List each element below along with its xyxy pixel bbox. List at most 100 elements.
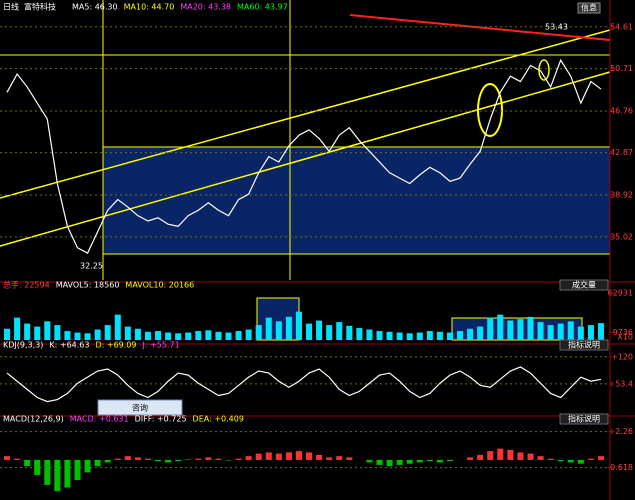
- info-button-label[interactable]: 信息: [581, 3, 597, 13]
- y-tick-label: 35.02: [610, 232, 633, 241]
- bar: [537, 322, 544, 340]
- bar: [44, 459, 51, 485]
- bar: [64, 459, 71, 488]
- bar: [285, 316, 292, 340]
- bar: [155, 331, 162, 340]
- header-label: MACD: +0.631: [70, 415, 129, 424]
- bar: [346, 325, 353, 340]
- bar: [577, 459, 584, 464]
- bar: [195, 458, 202, 460]
- bar: [587, 458, 594, 460]
- float-toolbar[interactable]: [97, 399, 183, 416]
- bar: [517, 319, 524, 340]
- bar: [74, 459, 81, 480]
- header-label: K: +64.63: [49, 341, 89, 350]
- bar: [4, 328, 11, 340]
- bar: [567, 459, 574, 463]
- bar: [426, 459, 433, 462]
- bar: [255, 453, 262, 460]
- bar: [104, 459, 111, 463]
- bar: [597, 456, 604, 460]
- bar: [467, 328, 474, 340]
- header-label: MACD(12,26,9): [3, 415, 64, 424]
- header-label: DIFF: +0.725: [135, 415, 187, 424]
- bar: [144, 458, 151, 460]
- bar: [477, 326, 484, 340]
- stock-name: 富特科技: [24, 2, 56, 12]
- bar: [175, 459, 182, 462]
- bar: [336, 456, 343, 460]
- bar: [14, 317, 21, 340]
- bar: [54, 325, 61, 340]
- header-label: DEA: +0.409: [193, 415, 244, 424]
- bar: [255, 325, 262, 340]
- bar: [467, 457, 474, 460]
- y-tick-label: 9736: [613, 328, 633, 337]
- bar: [225, 332, 232, 340]
- ellipse: [477, 83, 503, 137]
- y-tick-label: -0.618: [607, 463, 633, 472]
- info-button[interactable]: [577, 2, 601, 14]
- price-line: [6, 58, 602, 255]
- bar: [416, 332, 423, 340]
- bar: [114, 458, 121, 460]
- bar: [24, 323, 31, 340]
- bar: [215, 458, 222, 460]
- axis-note: X10: [617, 333, 633, 342]
- bar: [426, 331, 433, 340]
- bar: [94, 459, 101, 467]
- bar: [215, 331, 222, 340]
- bar: [84, 459, 91, 473]
- bar: [316, 320, 323, 340]
- bar: [306, 323, 313, 340]
- bar: [366, 329, 373, 340]
- bar: [537, 456, 544, 460]
- bar: [487, 317, 494, 340]
- bar: [175, 333, 182, 340]
- panel-button: [559, 413, 609, 425]
- header-label: KDJ(9,3,3): [3, 341, 43, 350]
- bar: [316, 454, 323, 460]
- trend-line: [349, 14, 611, 41]
- bar: [185, 332, 192, 340]
- bar: [497, 448, 504, 460]
- bar: [376, 331, 383, 340]
- bar: [446, 332, 453, 340]
- bar: [547, 325, 554, 340]
- panel-button-label: 指标说明: [568, 340, 600, 350]
- bar: [124, 326, 131, 340]
- float-button[interactable]: 咨询: [132, 403, 148, 413]
- bar: [205, 330, 212, 340]
- bar: [547, 458, 554, 460]
- bar: [446, 459, 453, 462]
- bar: [406, 459, 413, 464]
- bar: [396, 332, 403, 340]
- box: [102, 146, 611, 255]
- bar: [326, 325, 333, 340]
- price-line: [6, 366, 602, 403]
- bar: [144, 331, 151, 340]
- bar: [114, 314, 121, 340]
- bar: [376, 459, 383, 465]
- bar: [306, 452, 313, 460]
- y-tick-label: 50.71: [610, 64, 633, 73]
- bar: [597, 323, 604, 340]
- bar: [507, 449, 514, 460]
- header-label: 总手: 22594: [3, 280, 50, 290]
- y-tick-label: 62931: [608, 289, 633, 298]
- bar: [577, 326, 584, 340]
- bar: [104, 325, 111, 340]
- bar: [517, 452, 524, 460]
- bar: [386, 331, 393, 340]
- bar: [527, 316, 534, 340]
- annotation: 32.25: [80, 262, 103, 271]
- bar: [265, 317, 272, 340]
- bar: [225, 459, 232, 461]
- y-tick-label: 38.92: [610, 191, 633, 200]
- header-label: MA60: 43.97: [237, 3, 288, 12]
- bar: [265, 452, 272, 460]
- bar: [396, 459, 403, 465]
- bar: [477, 454, 484, 460]
- panel-button-label: 指标说明: [568, 414, 600, 424]
